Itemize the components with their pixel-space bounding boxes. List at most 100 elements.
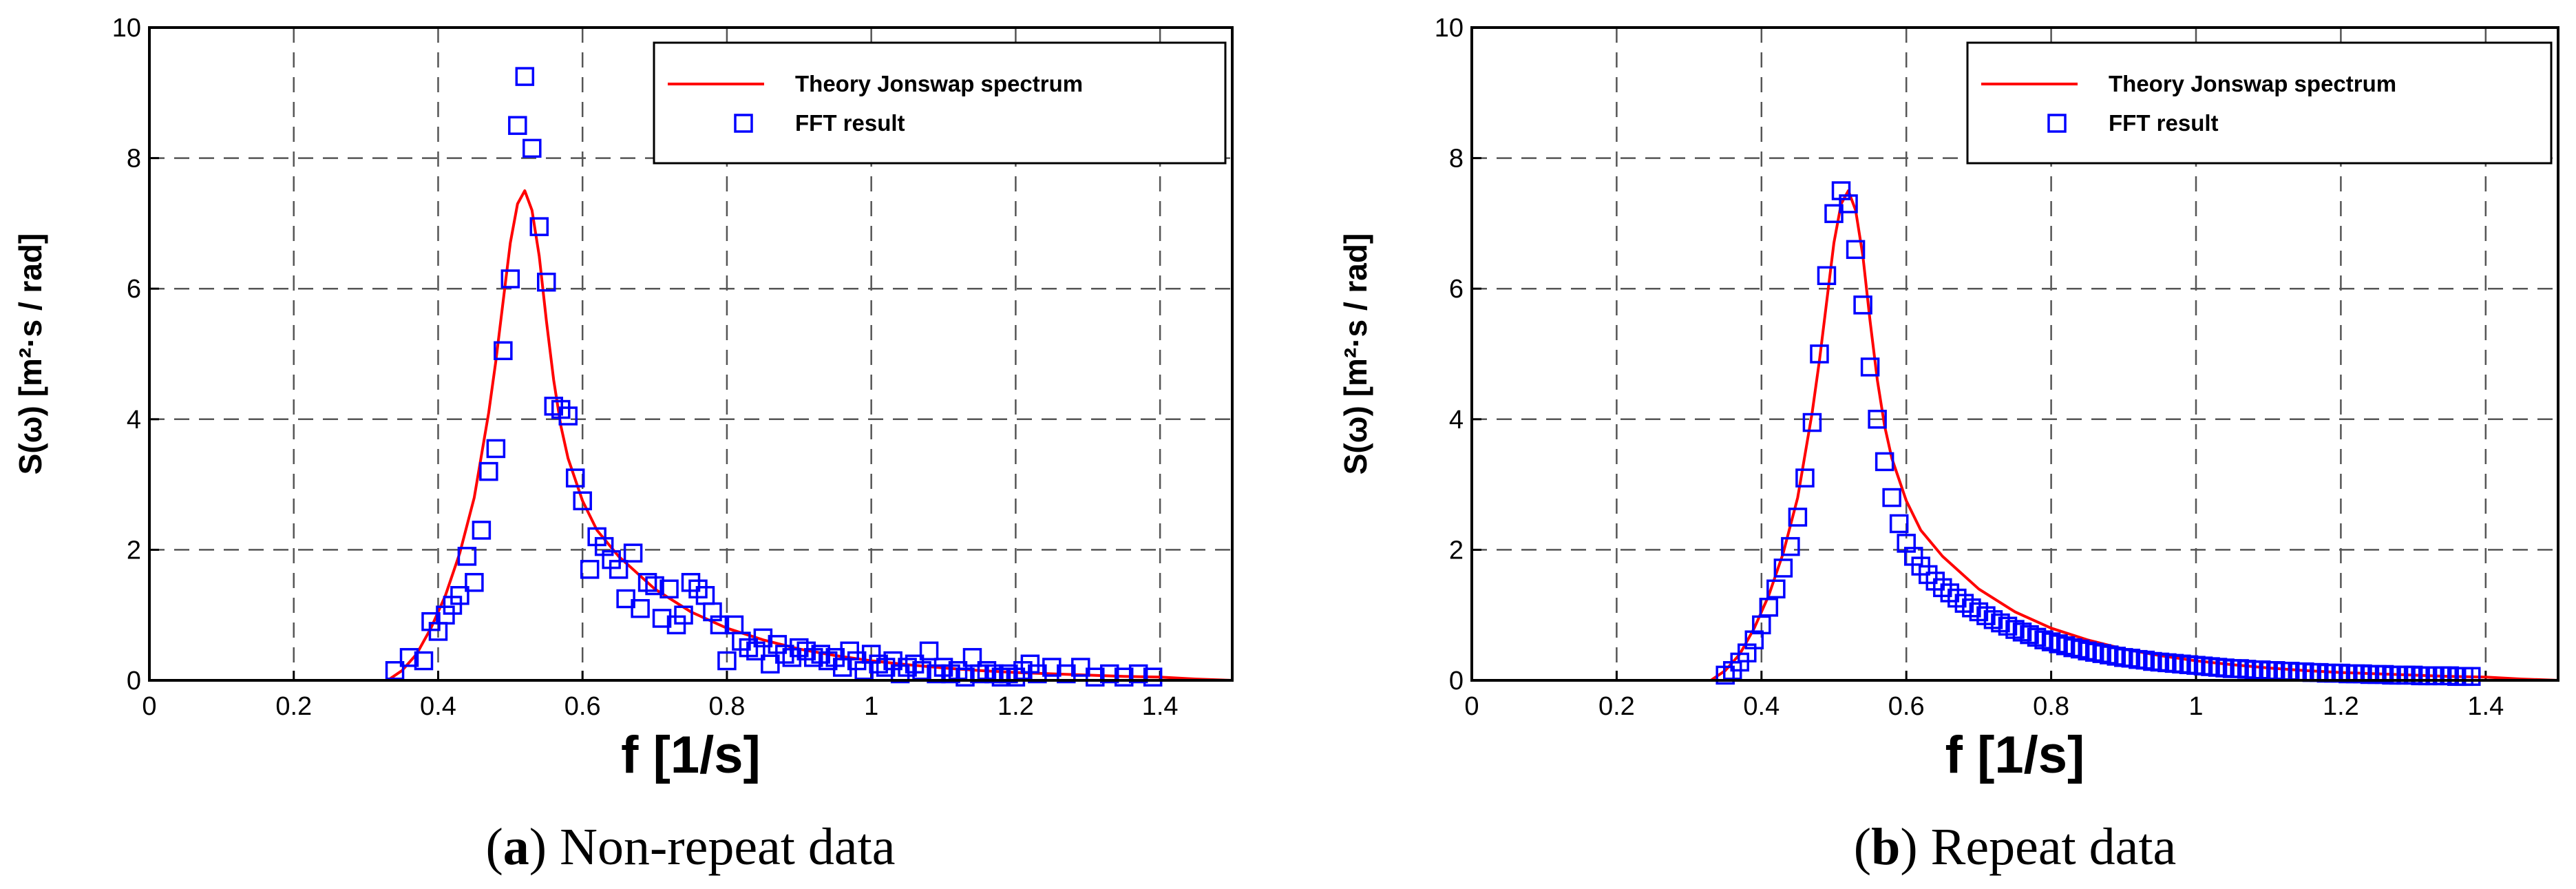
fft-point (494, 341, 513, 361)
fft-point (1817, 266, 1837, 285)
fft-point (1781, 536, 1800, 556)
fft-point (515, 67, 535, 86)
legend-marker-swatch (2047, 114, 2067, 133)
fft-point (753, 628, 773, 648)
fft-point (631, 598, 650, 618)
legend-marker-swatch (734, 114, 753, 133)
y-tick-label: 10 (1435, 14, 1464, 43)
fft-point (761, 654, 780, 674)
y-tick-label: 4 (1449, 406, 1464, 435)
fft-point (652, 609, 672, 628)
legend-box (653, 41, 1227, 165)
plot-frame (1470, 26, 2559, 682)
fft-point (1028, 664, 1047, 684)
caption-text: Repeat data (1918, 818, 2177, 876)
fft-point (529, 217, 549, 236)
x-tick-label: 0.8 (709, 692, 746, 721)
panel-caption: (b) Repeat data (1854, 818, 2177, 876)
fft-point (1839, 194, 1858, 213)
x-tick-label: 1.4 (2467, 692, 2504, 721)
fft-point (1846, 240, 1866, 260)
fft-point (479, 461, 498, 481)
fft-point (1128, 664, 1148, 684)
x-tick-label: 1 (864, 692, 878, 721)
fft-point (1889, 514, 1909, 534)
legend-label-theory: Theory Jonswap spectrum (795, 71, 1083, 96)
x-tick-label: 0.4 (1743, 692, 1780, 721)
x-tick-label: 0.6 (564, 692, 601, 721)
x-tick-label: 1.2 (2323, 692, 2359, 721)
fft-point (1875, 452, 1894, 472)
y-tick-label: 2 (1449, 536, 1464, 565)
caption-paren: ( (485, 818, 503, 876)
fft-point (1788, 508, 1808, 527)
series-line-theory (1710, 189, 2559, 682)
fft-point (1810, 344, 1829, 364)
y-tick-label: 8 (1449, 145, 1464, 174)
fft-point (1773, 558, 1793, 578)
x-tick-label: 1.4 (1142, 692, 1179, 721)
caption-letter: b (1871, 818, 1900, 876)
fft-point (1057, 664, 1076, 684)
x-tick-label: 0 (142, 692, 156, 721)
fft-point (1042, 658, 1062, 677)
fft-point (1868, 410, 1887, 429)
y-tick-label: 6 (1449, 275, 1464, 304)
legend-label-fft: FFT result (795, 110, 905, 136)
fft-point (2462, 667, 2481, 687)
caption-paren: ) (529, 818, 547, 876)
y-tick-label: 6 (127, 275, 141, 304)
fft-point (616, 589, 635, 609)
caption-paren: ) (1900, 818, 1917, 876)
panel-caption: (a) Non-repeat data (485, 818, 895, 876)
fft-point (1143, 667, 1163, 687)
fft-point (1086, 667, 1105, 687)
fft-point (522, 138, 542, 158)
fft-point (580, 560, 600, 579)
fft-point (565, 468, 585, 488)
y-tick-label: 10 (112, 14, 141, 43)
plot-frame (148, 26, 1234, 682)
fft-point (1795, 468, 1815, 488)
fft-point (645, 576, 664, 596)
x-tick-label: 0.2 (275, 692, 312, 721)
y-tick-label: 0 (1449, 667, 1464, 695)
fft-point (508, 116, 527, 135)
fft-point (912, 661, 931, 680)
fft-point (465, 573, 484, 592)
fft-point (956, 667, 975, 687)
fft-point (537, 272, 556, 292)
y-tick-label: 2 (127, 536, 141, 565)
x-tick-label: 0.8 (2033, 692, 2069, 721)
caption-letter: a (503, 818, 529, 876)
fft-point (558, 406, 578, 426)
y-tick-label: 8 (127, 145, 141, 174)
fft-point (1759, 598, 1779, 617)
x-tick-label: 0 (1464, 692, 1479, 721)
fft-point (717, 651, 737, 671)
chart-panel-b: 0 0.2 0.4 0.6 0.8 1 1.2 1.4 0 2 4 6 8 10 Theory Jonswa… (1338, 14, 2559, 876)
fft-point (472, 521, 492, 540)
fft-point (609, 560, 629, 579)
fft-point (385, 661, 405, 680)
legend-box (1966, 41, 2553, 165)
caption-text: Non-repeat data (547, 818, 895, 876)
fft-point (710, 615, 730, 635)
chart-panel-a: 0 0.2 0.4 0.6 0.8 1 1.2 1.4 0 2 4 6 8 10 Theory Jonswa… (12, 14, 1234, 876)
fft-point (500, 269, 520, 289)
fft-point (1071, 658, 1090, 677)
x-tick-label: 1 (2188, 692, 2203, 721)
x-tick-label: 0.6 (1888, 692, 1925, 721)
fft-point (1114, 667, 1134, 687)
legend-label-fft: FFT result (2109, 110, 2219, 136)
legend-label-theory: Theory Jonswap spectrum (2109, 71, 2396, 96)
fft-point (573, 491, 592, 511)
y-tick-label: 4 (127, 406, 141, 435)
x-tick-label: 1.2 (997, 692, 1034, 721)
fft-point (659, 579, 679, 599)
fft-point (674, 605, 693, 625)
fft-point (919, 641, 939, 661)
x-tick-label: 0.2 (1598, 692, 1635, 721)
y-axis-label: S(ω) [m²·s / rad] (1338, 233, 1373, 475)
